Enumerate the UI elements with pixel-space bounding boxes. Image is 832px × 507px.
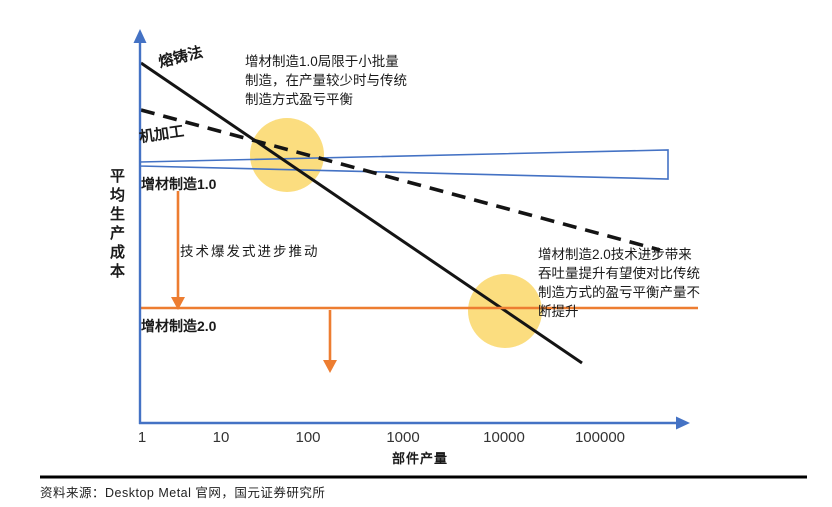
am2-annotation: 增材制造2.0技术进步带来 吞吐量提升有望使对比传统 制造方式的盈亏平衡产量不 … xyxy=(538,245,700,321)
y-axis-title: 平均生产成本 xyxy=(108,168,125,282)
x-tick-100000: 100000 xyxy=(574,429,626,446)
tech-progress-arrow-2 xyxy=(323,310,337,373)
annotation-line: 增材制造1.0局限于小批量 xyxy=(245,54,399,69)
annotation-line: 制造，在产量较少时与传统 xyxy=(245,73,407,88)
annotation-line: 增材制造2.0技术进步带来 xyxy=(538,247,692,262)
am1-cost-band xyxy=(139,149,669,180)
annotation-line: 制造方式盈亏平衡 xyxy=(245,92,353,107)
x-tick-10000: 10000 xyxy=(483,429,525,446)
x-tick-10: 10 xyxy=(212,429,230,446)
tech-progress-caption: 技术爆发式进步推动 xyxy=(180,244,320,259)
am1-line-label: 增材制造1.0 xyxy=(141,176,217,192)
x-tick-1000: 1000 xyxy=(386,429,420,446)
annotation-line: 吞吐量提升有望使对比传统 xyxy=(538,266,700,281)
am2-line-label: 增材制造2.0 xyxy=(141,318,217,334)
am1-annotation: 增材制造1.0局限于小批量 制造，在产量较少时与传统 制造方式盈亏平衡 xyxy=(245,52,407,109)
casting-cost-line xyxy=(140,61,583,365)
y-axis xyxy=(133,29,147,424)
x-axis-title: 部件产量 xyxy=(391,451,449,466)
x-axis xyxy=(139,416,690,430)
source-note: 资料来源：Desktop Metal 官网，国元证券研究所 xyxy=(40,486,326,500)
x-tick-100: 100 xyxy=(295,429,321,446)
tech-progress-arrow-1 xyxy=(171,191,185,310)
annotation-line: 断提升 xyxy=(538,304,579,319)
annotation-line: 制造方式的盈亏平衡产量不 xyxy=(538,285,700,300)
machining-cost-line xyxy=(140,108,661,252)
x-tick-1: 1 xyxy=(137,429,147,446)
